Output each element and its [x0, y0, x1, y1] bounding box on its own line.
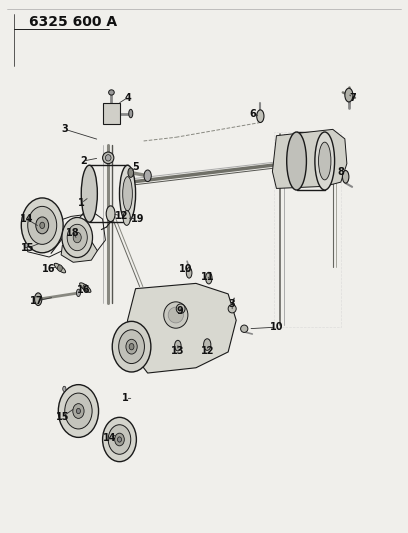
Ellipse shape	[342, 171, 349, 183]
Text: 14: 14	[20, 214, 34, 224]
Circle shape	[115, 433, 124, 446]
Circle shape	[36, 217, 49, 234]
Text: 11: 11	[201, 272, 215, 282]
Circle shape	[67, 224, 87, 251]
Circle shape	[112, 321, 151, 372]
Ellipse shape	[123, 176, 132, 211]
Text: 16: 16	[77, 285, 90, 295]
Polygon shape	[61, 240, 98, 262]
Ellipse shape	[76, 289, 80, 296]
Circle shape	[108, 425, 131, 454]
Ellipse shape	[120, 165, 135, 222]
Text: 3: 3	[62, 124, 69, 134]
Ellipse shape	[102, 152, 114, 164]
Circle shape	[21, 198, 63, 253]
Text: 10: 10	[179, 264, 193, 274]
Ellipse shape	[106, 206, 115, 222]
Ellipse shape	[144, 170, 151, 182]
Ellipse shape	[206, 272, 212, 284]
Circle shape	[28, 206, 57, 244]
Text: 8: 8	[337, 166, 344, 176]
Ellipse shape	[129, 109, 133, 118]
Ellipse shape	[63, 386, 66, 392]
Ellipse shape	[175, 341, 181, 351]
Text: 10: 10	[270, 322, 283, 332]
Ellipse shape	[164, 302, 188, 328]
Ellipse shape	[319, 142, 331, 180]
Text: 6: 6	[249, 109, 256, 118]
Text: 1: 1	[78, 198, 84, 208]
Ellipse shape	[81, 165, 98, 222]
Ellipse shape	[228, 304, 236, 313]
Circle shape	[58, 265, 62, 271]
Circle shape	[65, 393, 92, 429]
Ellipse shape	[186, 268, 192, 278]
Text: 19: 19	[131, 214, 144, 224]
Text: 16: 16	[42, 264, 56, 273]
Text: 9: 9	[177, 306, 183, 316]
Text: 12: 12	[115, 211, 128, 221]
Circle shape	[58, 385, 99, 438]
Ellipse shape	[345, 88, 353, 102]
Text: 17: 17	[30, 296, 44, 306]
Text: 7: 7	[350, 93, 356, 103]
Bar	[275, 132, 341, 327]
Ellipse shape	[315, 132, 335, 190]
Ellipse shape	[241, 325, 248, 333]
Ellipse shape	[54, 263, 66, 273]
Text: 12: 12	[201, 346, 215, 356]
Text: 2: 2	[80, 156, 86, 166]
Text: 6325 600 A: 6325 600 A	[29, 15, 117, 29]
Ellipse shape	[35, 293, 42, 305]
Circle shape	[73, 232, 81, 243]
Ellipse shape	[176, 304, 185, 313]
Text: 14: 14	[103, 433, 116, 443]
Circle shape	[119, 330, 144, 364]
Circle shape	[118, 437, 122, 442]
Polygon shape	[102, 103, 120, 124]
Ellipse shape	[105, 155, 111, 161]
Circle shape	[73, 403, 84, 418]
Text: 3: 3	[229, 300, 235, 310]
Circle shape	[40, 222, 44, 229]
Ellipse shape	[128, 168, 133, 177]
Ellipse shape	[204, 339, 211, 350]
Text: 15: 15	[21, 243, 35, 253]
Circle shape	[83, 285, 88, 291]
Ellipse shape	[123, 211, 130, 225]
Ellipse shape	[287, 132, 306, 190]
Ellipse shape	[168, 307, 184, 323]
Ellipse shape	[80, 283, 91, 293]
Text: 5: 5	[132, 163, 139, 172]
Circle shape	[102, 417, 136, 462]
Ellipse shape	[109, 90, 114, 95]
Text: 1: 1	[122, 393, 129, 403]
Text: 13: 13	[171, 346, 184, 356]
Text: 15: 15	[55, 412, 69, 422]
Polygon shape	[128, 284, 236, 373]
Text: 18: 18	[67, 228, 80, 238]
Circle shape	[129, 343, 134, 350]
Circle shape	[76, 408, 80, 414]
Text: 4: 4	[124, 93, 131, 103]
Ellipse shape	[257, 110, 264, 123]
Circle shape	[62, 217, 93, 257]
Polygon shape	[273, 130, 347, 189]
Ellipse shape	[24, 243, 28, 247]
Circle shape	[126, 340, 137, 354]
